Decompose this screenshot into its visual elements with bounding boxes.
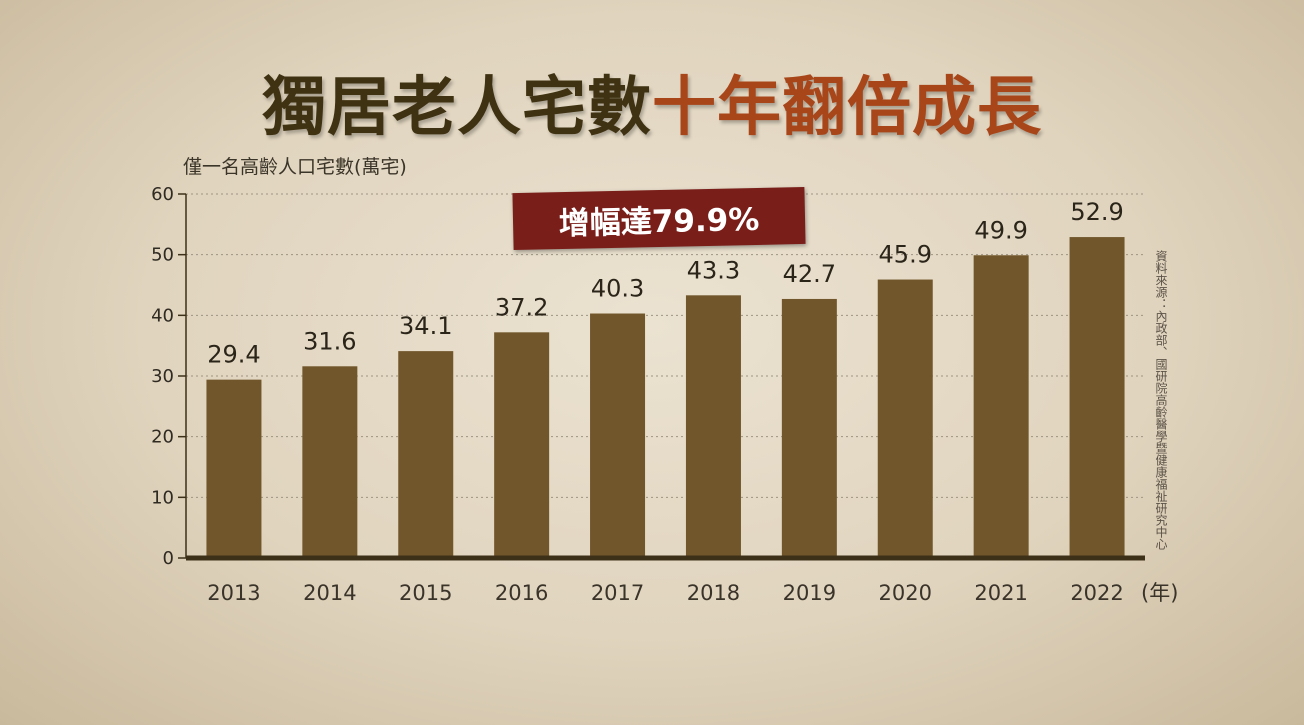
x-tick-label: 2014 (303, 581, 356, 605)
bar (1069, 237, 1125, 558)
data-label: 34.1 (399, 312, 452, 340)
title-part-2: 十年翻倍成長 (652, 71, 1042, 145)
y-tick-label: 40 (151, 305, 174, 326)
y-tick-label: 0 (163, 548, 174, 569)
bar (206, 379, 262, 558)
y-axis-label: 僅一名高齡人口宅數(萬宅) (183, 156, 407, 178)
growth-badge: 增幅達79.9% (512, 186, 806, 251)
x-tick-label: 2017 (591, 581, 644, 605)
source-note: 資料來源：內政部、國研院高齡醫學暨健康福祉研究中心 (1154, 250, 1168, 550)
data-label: 31.6 (303, 327, 356, 355)
y-tick-label: 30 (151, 366, 174, 387)
y-tick-label: 60 (151, 184, 174, 205)
data-label: 52.9 (1070, 198, 1123, 226)
data-label: 37.2 (495, 293, 548, 321)
x-tick-label: 2020 (879, 581, 932, 605)
data-label: 45.9 (879, 241, 932, 269)
data-label: 29.4 (207, 341, 260, 369)
x-tick-label: 2019 (783, 581, 836, 605)
x-axis-unit: (年) (1141, 581, 1178, 605)
bar (973, 255, 1029, 559)
bar (302, 366, 358, 558)
x-tick-label: 2022 (1070, 581, 1123, 605)
data-label: 42.7 (783, 260, 836, 288)
bar (685, 295, 741, 558)
x-tick-label: 2018 (687, 581, 740, 605)
title-part-1: 獨居老人宅數 (262, 71, 652, 145)
bar (877, 279, 933, 558)
bar (398, 351, 454, 558)
bar (590, 313, 646, 558)
bar (494, 332, 550, 558)
bar (781, 298, 837, 558)
y-tick-label: 20 (151, 427, 174, 448)
y-tick-label: 50 (151, 245, 174, 266)
chart-title: 獨居老人宅數十年翻倍成長 (0, 56, 1304, 148)
data-label: 40.3 (591, 275, 644, 303)
y-tick-label: 10 (151, 487, 174, 508)
data-label: 43.3 (687, 256, 740, 284)
x-tick-label: 2016 (495, 581, 548, 605)
x-tick-label: 2015 (399, 581, 452, 605)
x-tick-label: 2021 (974, 581, 1027, 605)
x-tick-label: 2013 (207, 581, 260, 605)
data-label: 49.9 (974, 216, 1027, 244)
